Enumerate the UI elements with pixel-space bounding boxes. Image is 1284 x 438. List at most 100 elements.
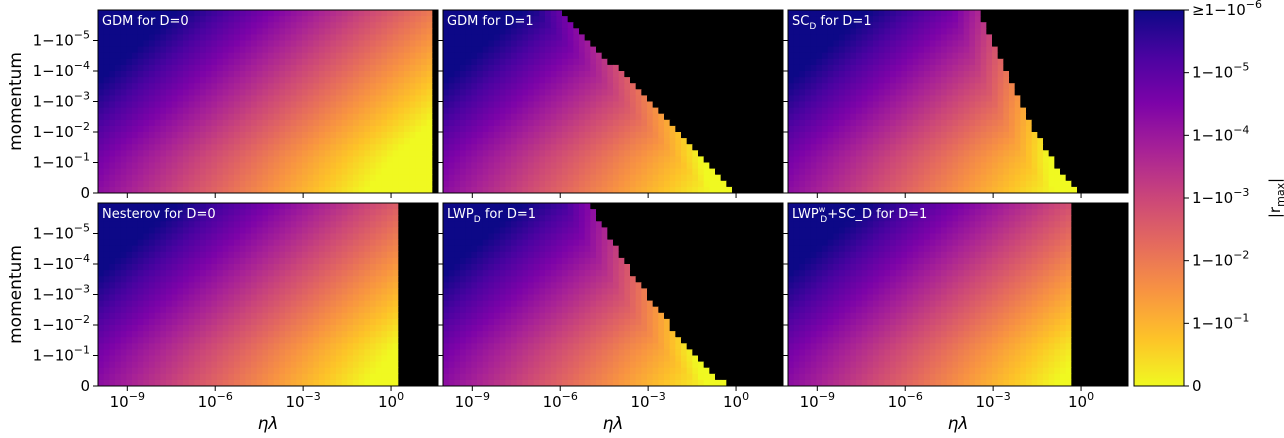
heatmap-cell (749, 10, 756, 17)
heatmap-cell (810, 89, 817, 96)
heatmap-cell (245, 34, 252, 42)
heatmap-cell (975, 10, 982, 17)
heatmap-cell (149, 168, 156, 176)
heatmap-cell (262, 58, 269, 66)
heatmap-cell (788, 132, 795, 139)
heatmap-cell (505, 162, 512, 170)
heatmap-cell (652, 186, 659, 193)
heatmap-cell (443, 138, 450, 145)
heatmap-cell (296, 125, 303, 133)
heatmap-cell (1054, 95, 1061, 103)
heatmap-cell (822, 101, 829, 109)
heatmap-cell (816, 46, 823, 54)
heatmap-cell (692, 162, 699, 170)
heatmap-cell (516, 77, 523, 84)
heatmap-cell (703, 64, 710, 72)
heatmap-cell (494, 119, 501, 127)
heatmap-cell (522, 162, 529, 170)
heatmap-cell (268, 162, 275, 170)
heatmap-cell (290, 95, 297, 103)
heatmap-cell (777, 46, 783, 54)
heatmap-cell (234, 22, 241, 29)
heatmap-cell (228, 125, 235, 133)
heatmap-cell (771, 168, 778, 176)
heatmap-cell (980, 71, 987, 78)
heatmap-cell (245, 40, 252, 48)
heatmap-cell (494, 101, 501, 109)
heatmap-cell (579, 101, 586, 109)
heatmap-cell (579, 95, 586, 103)
heatmap-cell (533, 22, 540, 29)
heatmap-cell (647, 10, 654, 17)
heatmap-cell (268, 64, 275, 72)
heatmap-cell (935, 52, 942, 60)
heatmap-cell (516, 186, 523, 193)
heatmap-cell (771, 95, 778, 103)
heatmap-cell (205, 113, 212, 121)
heatmap-cell (166, 125, 173, 133)
heatmap-cell (516, 28, 523, 35)
heatmap-cell (788, 10, 795, 17)
heatmap-cell (624, 16, 631, 23)
heatmap-cell (398, 113, 405, 121)
heatmap-cell (924, 77, 931, 84)
heatmap-cell (205, 10, 212, 17)
heatmap-cell (273, 34, 280, 42)
heatmap-cell (562, 52, 569, 60)
heatmap-cell (884, 16, 891, 23)
heatmap-cell (624, 107, 631, 115)
heatmap-cell (810, 113, 817, 121)
heatmap-cell (443, 40, 450, 48)
heatmap-cell (387, 89, 394, 96)
heatmap-cell (421, 22, 428, 29)
heatmap-cell (873, 77, 880, 84)
heatmap-cell (1060, 83, 1067, 90)
heatmap-cell (827, 113, 834, 121)
heatmap-cell (188, 144, 195, 151)
heatmap-cell (777, 22, 783, 29)
heatmap-cell (1014, 113, 1021, 121)
heatmap-cell (630, 132, 637, 139)
heatmap-cell (799, 101, 806, 109)
heatmap-cell (946, 71, 953, 78)
heatmap-cell (154, 34, 161, 42)
heatmap-cell (499, 28, 506, 35)
heatmap-cell (647, 71, 654, 78)
heatmap-cell (398, 34, 405, 42)
heatmap-cell (160, 77, 167, 84)
heatmap-cell (675, 138, 682, 145)
heatmap-cell (421, 89, 428, 96)
heatmap-cell (120, 64, 127, 72)
heatmap-cell (375, 71, 382, 78)
heatmap-cell (590, 101, 597, 109)
heatmap-cell (471, 58, 478, 66)
heatmap-cell (664, 174, 671, 182)
heatmap-cell (228, 162, 235, 170)
heatmap-cell (222, 132, 229, 139)
heatmap-cell (307, 132, 314, 139)
heatmap-cell (137, 150, 144, 157)
heatmap-cell (584, 40, 591, 48)
heatmap-cell (166, 64, 173, 72)
heatmap-cell (1082, 16, 1089, 23)
heatmap-cell (409, 144, 416, 151)
heatmap-cell (810, 138, 817, 145)
heatmap-cell (754, 16, 761, 23)
heatmap-cell (1031, 22, 1038, 29)
heatmap-cell (890, 10, 897, 17)
heatmap-cell (737, 174, 744, 182)
heatmap-cell (681, 89, 688, 96)
heatmap-cell (1003, 52, 1010, 60)
heatmap-cell (777, 83, 783, 90)
heatmap-cell (545, 10, 552, 17)
heatmap-cell (494, 83, 501, 90)
heatmap-cell (505, 34, 512, 42)
heatmap-cell (268, 89, 275, 96)
heatmap-cell (766, 10, 773, 17)
heatmap-cell (1116, 95, 1123, 103)
heatmap-cell (1111, 71, 1118, 78)
heatmap-cell (505, 22, 512, 29)
heatmap-cell (256, 64, 263, 72)
heatmap-cell (562, 113, 569, 121)
heatmap-cell (596, 28, 603, 35)
